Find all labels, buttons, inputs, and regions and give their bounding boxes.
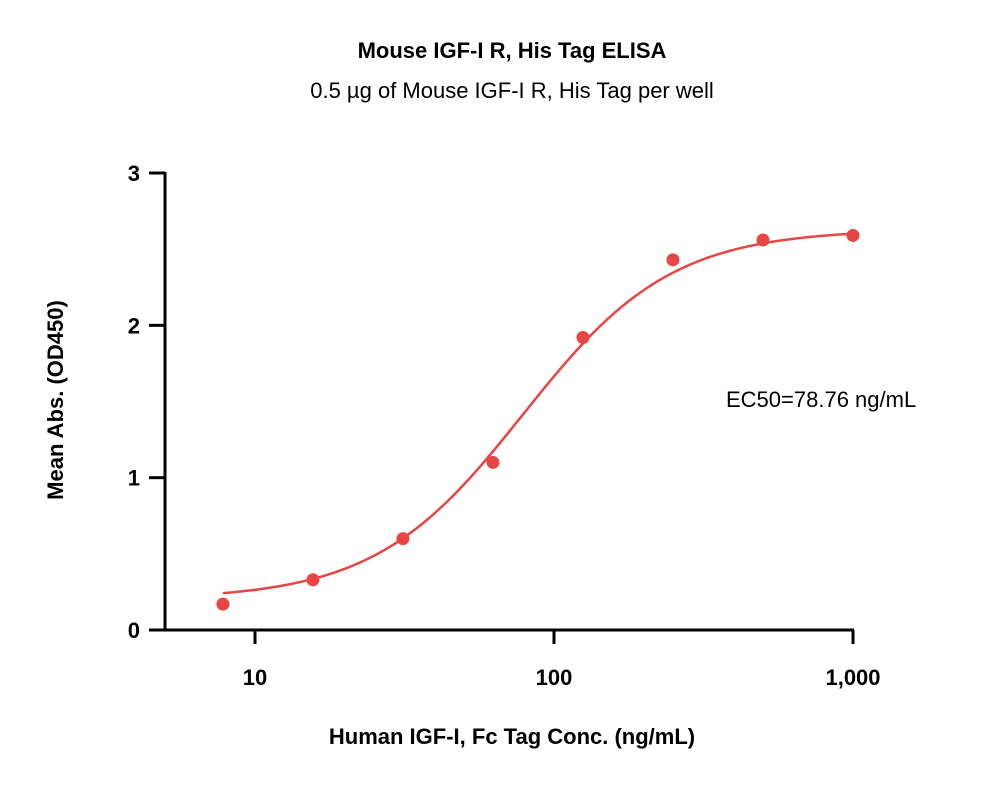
chart-subtitle: 0.5 µg of Mouse IGF-I R, His Tag per wel… bbox=[310, 78, 714, 103]
y-tick-label: 0 bbox=[128, 618, 140, 643]
x-axis-label: Human IGF-I, Fc Tag Conc. (ng/mL) bbox=[329, 724, 695, 749]
y-axis-ticks: 0 1 2 3 bbox=[128, 161, 165, 643]
y-tick-label: 1 bbox=[128, 466, 140, 491]
y-tick-label: 2 bbox=[128, 313, 140, 338]
data-point bbox=[216, 597, 230, 611]
x-tick-label: 100 bbox=[536, 665, 573, 690]
data-point bbox=[396, 532, 410, 546]
data-point bbox=[846, 228, 860, 242]
y-axis-label: Mean Abs. (OD450) bbox=[43, 300, 68, 500]
x-tick-label: 10 bbox=[243, 665, 267, 690]
x-axis-ticks: 10 100 1,000 bbox=[243, 630, 881, 690]
data-point bbox=[486, 455, 500, 469]
axes bbox=[150, 172, 854, 632]
fit-curve bbox=[222, 232, 854, 595]
x-tick-label: 1,000 bbox=[825, 665, 880, 690]
data-points bbox=[216, 228, 860, 611]
y-tick-label: 3 bbox=[128, 161, 140, 186]
data-point bbox=[576, 331, 590, 345]
ec50-annotation: EC50=78.76 ng/mL bbox=[726, 387, 916, 412]
data-point bbox=[666, 253, 680, 267]
data-point bbox=[756, 233, 770, 247]
chart-title: Mouse IGF-I R, His Tag ELISA bbox=[358, 38, 667, 63]
data-point bbox=[306, 573, 320, 587]
